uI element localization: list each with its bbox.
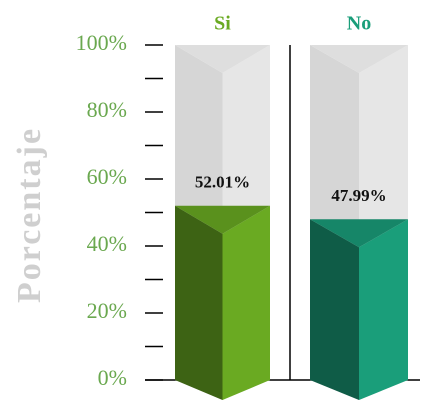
- y-tick-label: 100%: [76, 30, 127, 55]
- face-left: [310, 219, 359, 400]
- value-label: 52.01%: [195, 173, 250, 192]
- category-label: No: [347, 13, 371, 35]
- y-tick-label: 60%: [87, 164, 127, 189]
- face-top: [310, 219, 408, 248]
- category-label: Si: [214, 13, 231, 35]
- y-tick-label: 80%: [87, 97, 127, 122]
- face-right: [359, 219, 408, 400]
- bar: [175, 205, 270, 400]
- face-top: [175, 205, 270, 234]
- y-tick-label: 20%: [87, 298, 127, 323]
- face-top: [310, 45, 408, 73]
- y-tick-label: 40%: [87, 231, 127, 256]
- y-axis-label: Porcentaje: [11, 127, 48, 303]
- value-label: 47.99%: [331, 186, 386, 205]
- bar: [310, 219, 408, 400]
- face-right: [222, 205, 270, 400]
- face-top: [175, 45, 270, 73]
- face-left: [175, 205, 223, 400]
- y-tick-label: 0%: [98, 365, 127, 390]
